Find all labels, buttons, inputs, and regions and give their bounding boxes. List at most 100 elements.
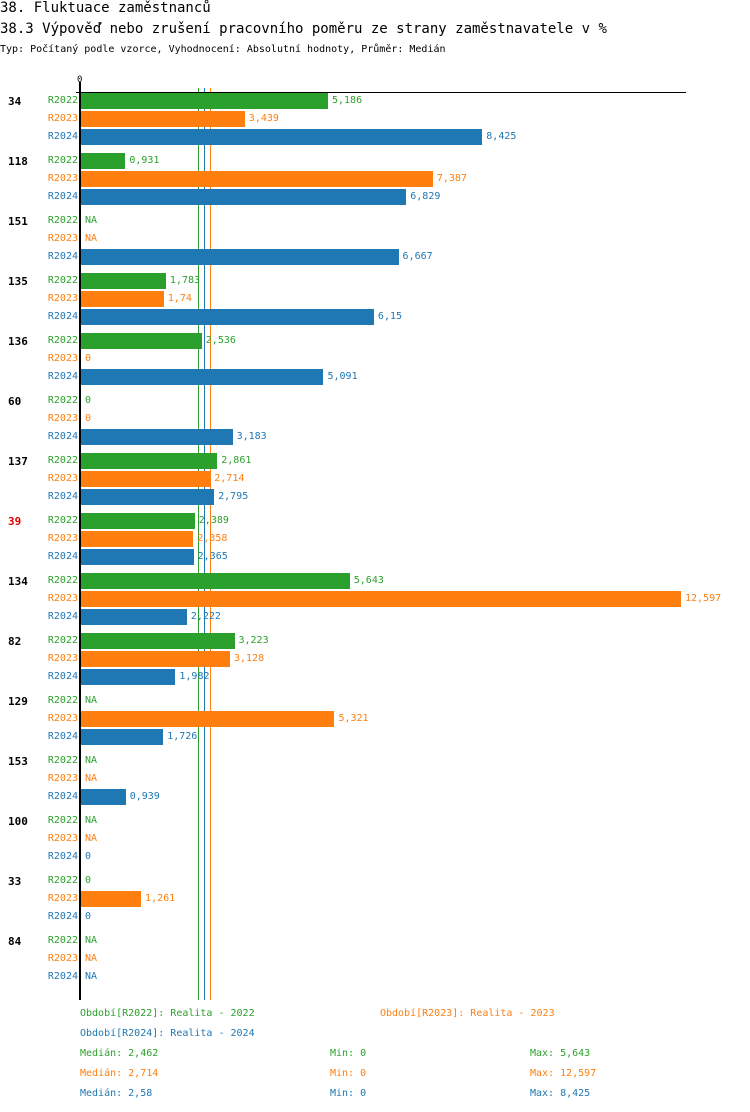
series-label: R2022 (47, 395, 78, 406)
data-label: 0 (85, 875, 92, 886)
data-label: NA (85, 935, 98, 946)
bar (81, 609, 187, 625)
category-label: 82 (8, 635, 22, 648)
data-label: 2,389 (198, 515, 229, 526)
bar (81, 273, 166, 289)
bar (81, 471, 211, 487)
series-label: R2023 (47, 473, 78, 484)
category-label: 153 (8, 755, 28, 768)
bar (81, 453, 218, 469)
series-label: R2024 (47, 611, 78, 622)
data-label: 3,128 (233, 653, 265, 664)
series-label: R2022 (47, 935, 78, 946)
series-label: R2024 (47, 851, 78, 862)
category-label: 60 (8, 395, 22, 408)
series-label: R2024 (47, 671, 78, 682)
data-label: 2,222 (190, 611, 221, 622)
data-label: 1,982 (179, 671, 210, 682)
bar (81, 711, 335, 727)
bar (81, 513, 195, 529)
series-label: R2023 (47, 833, 78, 844)
bar (81, 111, 245, 127)
bar (81, 489, 215, 505)
data-label: 3,223 (238, 635, 269, 646)
data-label: 0 (85, 353, 92, 364)
data-label: 2,358 (197, 533, 228, 544)
series-label: R2023 (47, 233, 78, 244)
stat-min-r2023: Min: 0 (330, 1068, 367, 1079)
series-label: R2023 (47, 593, 78, 604)
category-label: 100 (8, 815, 28, 828)
stat-median-r2022: Medián: 2,462 (80, 1048, 159, 1059)
data-label: 3,439 (248, 113, 279, 124)
data-label: 0 (85, 851, 92, 862)
stat-min-r2022: Min: 0 (330, 1048, 367, 1059)
median-line-r2024 (203, 88, 205, 1000)
data-label: NA (85, 953, 98, 964)
data-label: 5,091 (327, 371, 358, 382)
data-label: 6,667 (402, 251, 433, 262)
data-label: NA (85, 833, 98, 844)
data-label: NA (85, 971, 98, 982)
bar (81, 129, 483, 145)
data-label: 5,186 (332, 95, 363, 106)
bar (81, 291, 164, 307)
series-label: R2022 (47, 575, 78, 586)
category-label: 151 (8, 215, 28, 228)
bar (81, 369, 324, 385)
x-axis-line (76, 92, 686, 93)
data-label: 6,15 (377, 311, 403, 322)
bar (81, 591, 681, 607)
data-label: NA (85, 233, 98, 244)
data-label: 6,829 (410, 191, 441, 202)
data-label: NA (85, 695, 98, 706)
series-label: R2024 (47, 311, 78, 322)
series-label: R2024 (47, 971, 78, 982)
bar (81, 729, 164, 745)
series-label: R2023 (47, 653, 78, 664)
stat-median-r2023: Medián: 2,714 (80, 1068, 159, 1079)
bar (81, 573, 350, 589)
data-label: 1,726 (167, 731, 198, 742)
data-label: 8,425 (486, 131, 517, 142)
series-label: R2024 (47, 791, 78, 802)
series-label: R2022 (47, 335, 78, 346)
series-label: R2024 (47, 491, 78, 502)
data-label: 1,74 (167, 293, 192, 304)
bar (81, 429, 233, 445)
data-label: NA (85, 773, 98, 784)
bar (81, 669, 176, 685)
chart-title: 38.3 Výpověď nebo zrušení pracovního pom… (0, 21, 607, 37)
series-label: R2022 (47, 815, 78, 826)
bar (81, 309, 374, 325)
category-label: 118 (8, 155, 28, 168)
series-label: R2024 (47, 911, 78, 922)
series-label: R2022 (47, 215, 78, 226)
data-label: 2,861 (221, 455, 252, 466)
bar (81, 189, 407, 205)
data-label: NA (85, 815, 98, 826)
series-label: R2022 (47, 875, 78, 886)
data-label: NA (85, 215, 98, 226)
data-label: 2,714 (214, 473, 245, 484)
bar (81, 789, 126, 805)
series-label: R2023 (47, 893, 78, 904)
category-label: 129 (8, 695, 28, 708)
data-label: 0 (85, 413, 92, 424)
median-line-r2023 (210, 88, 212, 1000)
bar (81, 531, 194, 547)
median-line-r2022 (198, 88, 200, 1000)
data-label: 3,183 (236, 431, 267, 442)
series-label: R2022 (47, 455, 78, 466)
series-label: R2024 (47, 131, 78, 142)
series-label: R2024 (47, 251, 78, 262)
stat-min-r2024: Min: 0 (330, 1088, 367, 1099)
series-label: R2023 (47, 293, 78, 304)
data-label: NA (85, 755, 98, 766)
series-label: R2022 (47, 95, 78, 106)
data-label: 1,783 (169, 275, 201, 286)
series-label: R2022 (47, 635, 78, 646)
category-label: 84 (8, 935, 22, 948)
series-label: R2023 (47, 713, 78, 724)
bar (81, 651, 230, 667)
